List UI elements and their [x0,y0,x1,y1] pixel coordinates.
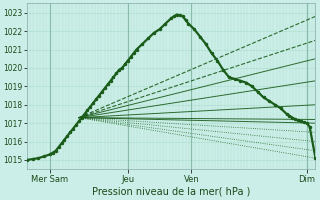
X-axis label: Pression niveau de la mer( hPa ): Pression niveau de la mer( hPa ) [92,187,250,197]
